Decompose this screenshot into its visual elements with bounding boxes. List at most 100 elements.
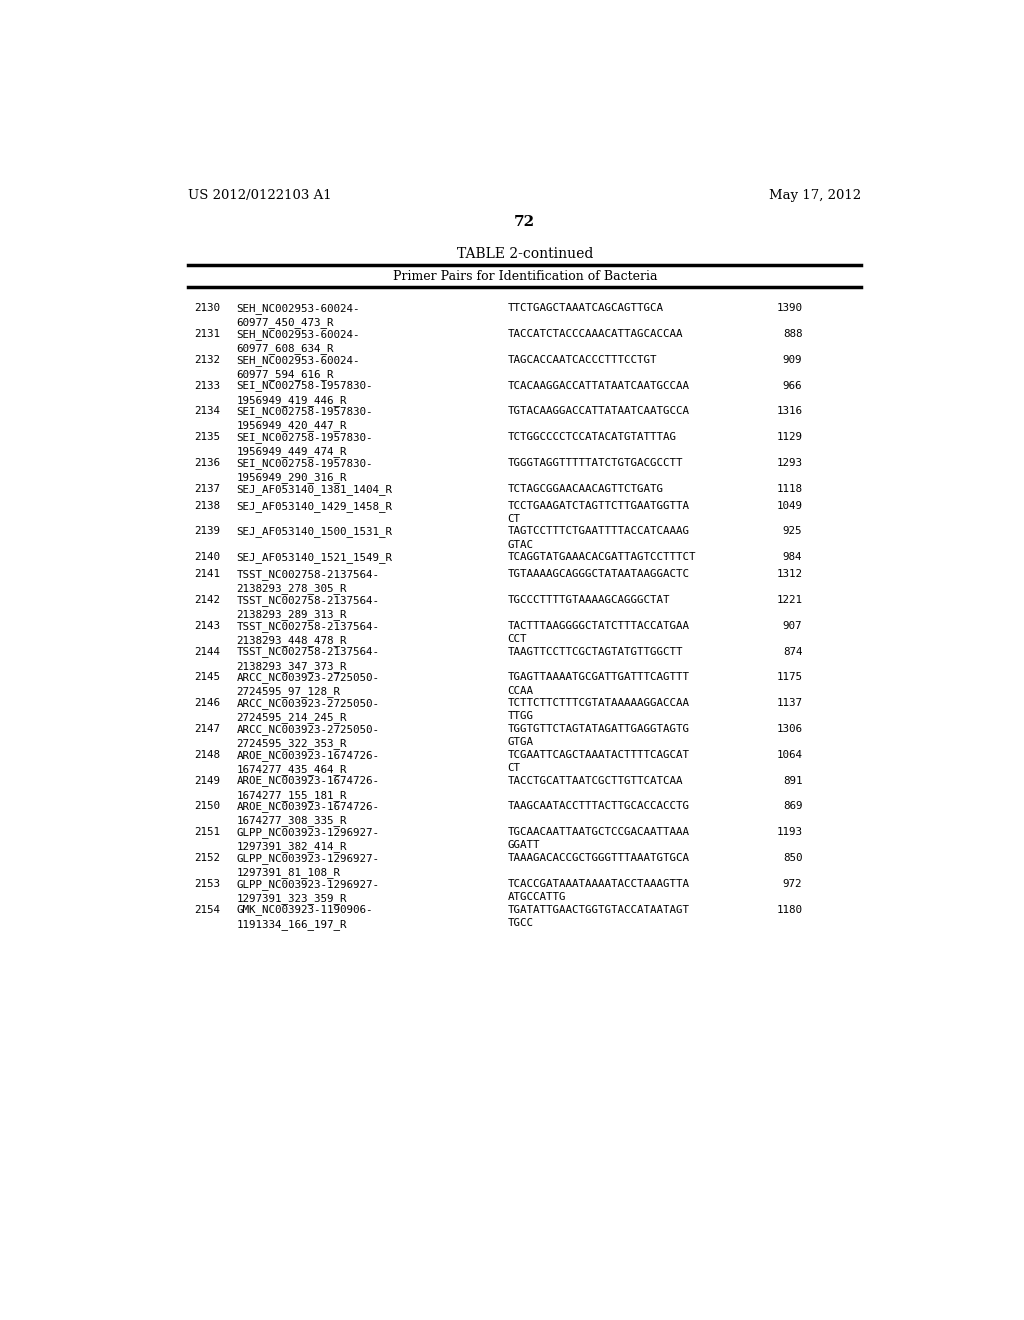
Text: 2146: 2146	[194, 698, 220, 708]
Text: TCACAAGGACCATTATAATCAATGCCAA: TCACAAGGACCATTATAATCAATGCCAA	[508, 380, 690, 391]
Text: 2147: 2147	[194, 723, 220, 734]
Text: AROE_NC003923-1674726-
1674277_435_464_R: AROE_NC003923-1674726- 1674277_435_464_R	[237, 750, 380, 775]
Text: TAAAGACACCGCTGGGTTTAAATGTGCA: TAAAGACACCGCTGGGTTTAAATGTGCA	[508, 853, 690, 863]
Text: SEI_NC002758-1957830-
1956949_419_446_R: SEI_NC002758-1957830- 1956949_419_446_R	[237, 380, 373, 405]
Text: TCCTGAAGATCTAGTTCTTGAATGGTTA
CT: TCCTGAAGATCTAGTTCTTGAATGGTTA CT	[508, 500, 690, 524]
Text: SEH_NC002953-60024-
60977_450_473_R: SEH_NC002953-60024- 60977_450_473_R	[237, 304, 360, 329]
Text: 972: 972	[782, 879, 802, 888]
Text: 2149: 2149	[194, 776, 220, 785]
Text: 2136: 2136	[194, 458, 220, 467]
Text: SEI_NC002758-1957830-
1956949_449_474_R: SEI_NC002758-1957830- 1956949_449_474_R	[237, 432, 373, 457]
Text: 2130: 2130	[194, 304, 220, 313]
Text: GLPP_NC003923-1296927-
1297391_81_108_R: GLPP_NC003923-1296927- 1297391_81_108_R	[237, 853, 380, 878]
Text: 1180: 1180	[776, 904, 802, 915]
Text: 2139: 2139	[194, 527, 220, 536]
Text: 1193: 1193	[776, 828, 802, 837]
Text: TGGTGTTCTAGTATAGATTGAGGTAGTG
GTGA: TGGTGTTCTAGTATAGATTGAGGTAGTG GTGA	[508, 723, 690, 747]
Text: 1390: 1390	[776, 304, 802, 313]
Text: 2134: 2134	[194, 407, 220, 416]
Text: 2140: 2140	[194, 552, 220, 562]
Text: 2154: 2154	[194, 904, 220, 915]
Text: TGTAAAAGCAGGGCTATAATAAGGACTC: TGTAAAAGCAGGGCTATAATAAGGACTC	[508, 569, 690, 579]
Text: TCTGGCCCCTCCATACATGTATTTAG: TCTGGCCCCTCCATACATGTATTTAG	[508, 432, 677, 442]
Text: TACCTGCATTAATCGCTTGTTCATCAA: TACCTGCATTAATCGCTTGTTCATCAA	[508, 776, 683, 785]
Text: 1129: 1129	[776, 432, 802, 442]
Text: 1064: 1064	[776, 750, 802, 760]
Text: TSST_NC002758-2137564-
2138293_289_313_R: TSST_NC002758-2137564- 2138293_289_313_R	[237, 595, 380, 620]
Text: 2152: 2152	[194, 853, 220, 863]
Text: TSST_NC002758-2137564-
2138293_347_373_R: TSST_NC002758-2137564- 2138293_347_373_R	[237, 647, 380, 672]
Text: TCGAATTCAGCTAAATACTTTTCAGCAT
CT: TCGAATTCAGCTAAATACTTTTCAGCAT CT	[508, 750, 690, 774]
Text: TCAGGTATGAAACACGATTAGTCCTTTCT: TCAGGTATGAAACACGATTAGTCCTTTCT	[508, 552, 696, 562]
Text: GMK_NC003923-1190906-
1191334_166_197_R: GMK_NC003923-1190906- 1191334_166_197_R	[237, 904, 373, 929]
Text: 2143: 2143	[194, 620, 220, 631]
Text: TACCATCTACCCAAACATTAGCACCAA: TACCATCTACCCAAACATTAGCACCAA	[508, 329, 683, 339]
Text: 2132: 2132	[194, 355, 220, 364]
Text: 1306: 1306	[776, 723, 802, 734]
Text: 984: 984	[782, 552, 802, 562]
Text: SEJ_AF053140_1429_1458_R: SEJ_AF053140_1429_1458_R	[237, 500, 392, 512]
Text: 1137: 1137	[776, 698, 802, 708]
Text: TAAGCAATACCTTTACTTGCACCACCTG: TAAGCAATACCTTTACTTGCACCACCTG	[508, 801, 690, 812]
Text: 2142: 2142	[194, 595, 220, 605]
Text: 2133: 2133	[194, 380, 220, 391]
Text: 72: 72	[514, 215, 536, 228]
Text: 2148: 2148	[194, 750, 220, 760]
Text: SEJ_AF053140_1500_1531_R: SEJ_AF053140_1500_1531_R	[237, 527, 392, 537]
Text: TABLE 2-continued: TABLE 2-continued	[457, 247, 593, 261]
Text: SEH_NC002953-60024-
60977_594_616_R: SEH_NC002953-60024- 60977_594_616_R	[237, 355, 360, 380]
Text: AROE_NC003923-1674726-
1674277_308_335_R: AROE_NC003923-1674726- 1674277_308_335_R	[237, 801, 380, 826]
Text: TAAGTTCCTTCGCTAGTATGTTGGCTT: TAAGTTCCTTCGCTAGTATGTTGGCTT	[508, 647, 683, 656]
Text: SEJ_AF053140_1521_1549_R: SEJ_AF053140_1521_1549_R	[237, 552, 392, 564]
Text: May 17, 2012: May 17, 2012	[769, 189, 861, 202]
Text: 1312: 1312	[776, 569, 802, 579]
Text: GLPP_NC003923-1296927-
1297391_323_359_R: GLPP_NC003923-1296927- 1297391_323_359_R	[237, 879, 380, 904]
Text: TGCCCTTTTGTAAAAGCAGGGCTAT: TGCCCTTTTGTAAAAGCAGGGCTAT	[508, 595, 671, 605]
Text: ARCC_NC003923-2725050-
2724595_97_128_R: ARCC_NC003923-2725050- 2724595_97_128_R	[237, 672, 380, 697]
Text: 2138: 2138	[194, 500, 220, 511]
Text: TCTTCTTCTTTCGTATAAAAAGGACCAA
TTGG: TCTTCTTCTTTCGTATAAAAAGGACCAA TTGG	[508, 698, 690, 721]
Text: TGATATTGAACTGGTGTACCATAATAGT
TGCC: TGATATTGAACTGGTGTACCATAATAGT TGCC	[508, 904, 690, 928]
Text: 888: 888	[782, 329, 802, 339]
Text: TCACCGATAAATAAAATACCTAAAGTTA
ATGCCATTG: TCACCGATAAATAAAATACCTAAAGTTA ATGCCATTG	[508, 879, 690, 902]
Text: SEJ_AF053140_1381_1404_R: SEJ_AF053140_1381_1404_R	[237, 483, 392, 495]
Text: GLPP_NC003923-1296927-
1297391_382_414_R: GLPP_NC003923-1296927- 1297391_382_414_R	[237, 828, 380, 853]
Text: 907: 907	[782, 620, 802, 631]
Text: TSST_NC002758-2137564-
2138293_448_478_R: TSST_NC002758-2137564- 2138293_448_478_R	[237, 620, 380, 645]
Text: ARCC_NC003923-2725050-
2724595_214_245_R: ARCC_NC003923-2725050- 2724595_214_245_R	[237, 698, 380, 723]
Text: TGAGTTAAAATGCGATTGATTTCAGTTT
CCAA: TGAGTTAAAATGCGATTGATTTCAGTTT CCAA	[508, 672, 690, 696]
Text: 1293: 1293	[776, 458, 802, 467]
Text: SEI_NC002758-1957830-
1956949_290_316_R: SEI_NC002758-1957830- 1956949_290_316_R	[237, 458, 373, 483]
Text: 2135: 2135	[194, 432, 220, 442]
Text: 925: 925	[782, 527, 802, 536]
Text: AROE_NC003923-1674726-
1674277_155_181_R: AROE_NC003923-1674726- 1674277_155_181_R	[237, 776, 380, 800]
Text: 1316: 1316	[776, 407, 802, 416]
Text: 909: 909	[782, 355, 802, 364]
Text: 2151: 2151	[194, 828, 220, 837]
Text: 2144: 2144	[194, 647, 220, 656]
Text: TGTACAAGGACCATTATAATCAATGCCA: TGTACAAGGACCATTATAATCAATGCCA	[508, 407, 690, 416]
Text: 2145: 2145	[194, 672, 220, 682]
Text: TAGTCCTTTCTGAATTTTACCATCAAAG
GTAC: TAGTCCTTTCTGAATTTTACCATCAAAG GTAC	[508, 527, 690, 549]
Text: 891: 891	[782, 776, 802, 785]
Text: TGGGTAGGTTTTTATCTGTGACGCCTT: TGGGTAGGTTTTTATCTGTGACGCCTT	[508, 458, 683, 467]
Text: 1175: 1175	[776, 672, 802, 682]
Text: TSST_NC002758-2137564-
2138293_278_305_R: TSST_NC002758-2137564- 2138293_278_305_R	[237, 569, 380, 594]
Text: ARCC_NC003923-2725050-
2724595_322_353_R: ARCC_NC003923-2725050- 2724595_322_353_R	[237, 723, 380, 748]
Text: 2141: 2141	[194, 569, 220, 579]
Text: 2137: 2137	[194, 483, 220, 494]
Text: US 2012/0122103 A1: US 2012/0122103 A1	[188, 189, 332, 202]
Text: TAGCACCAATCACCCTTTCCTGT: TAGCACCAATCACCCTTTCCTGT	[508, 355, 657, 364]
Text: TGCAACAATTAATGCTCCGACAATTAAA
GGATT: TGCAACAATTAATGCTCCGACAATTAAA GGATT	[508, 828, 690, 850]
Text: SEH_NC002953-60024-
60977_608_634_R: SEH_NC002953-60024- 60977_608_634_R	[237, 329, 360, 354]
Text: 966: 966	[782, 380, 802, 391]
Text: 2153: 2153	[194, 879, 220, 888]
Text: TACTTTAAGGGGCTATCTTTACCATGAA
CCT: TACTTTAAGGGGCTATCTTTACCATGAA CCT	[508, 620, 690, 644]
Text: SEI_NC002758-1957830-
1956949_420_447_R: SEI_NC002758-1957830- 1956949_420_447_R	[237, 407, 373, 432]
Text: 2131: 2131	[194, 329, 220, 339]
Text: Primer Pairs for Identification of Bacteria: Primer Pairs for Identification of Bacte…	[392, 269, 657, 282]
Text: 869: 869	[782, 801, 802, 812]
Text: 850: 850	[782, 853, 802, 863]
Text: 1049: 1049	[776, 500, 802, 511]
Text: TTCTGAGCTAAATCAGCAGTTGCA: TTCTGAGCTAAATCAGCAGTTGCA	[508, 304, 664, 313]
